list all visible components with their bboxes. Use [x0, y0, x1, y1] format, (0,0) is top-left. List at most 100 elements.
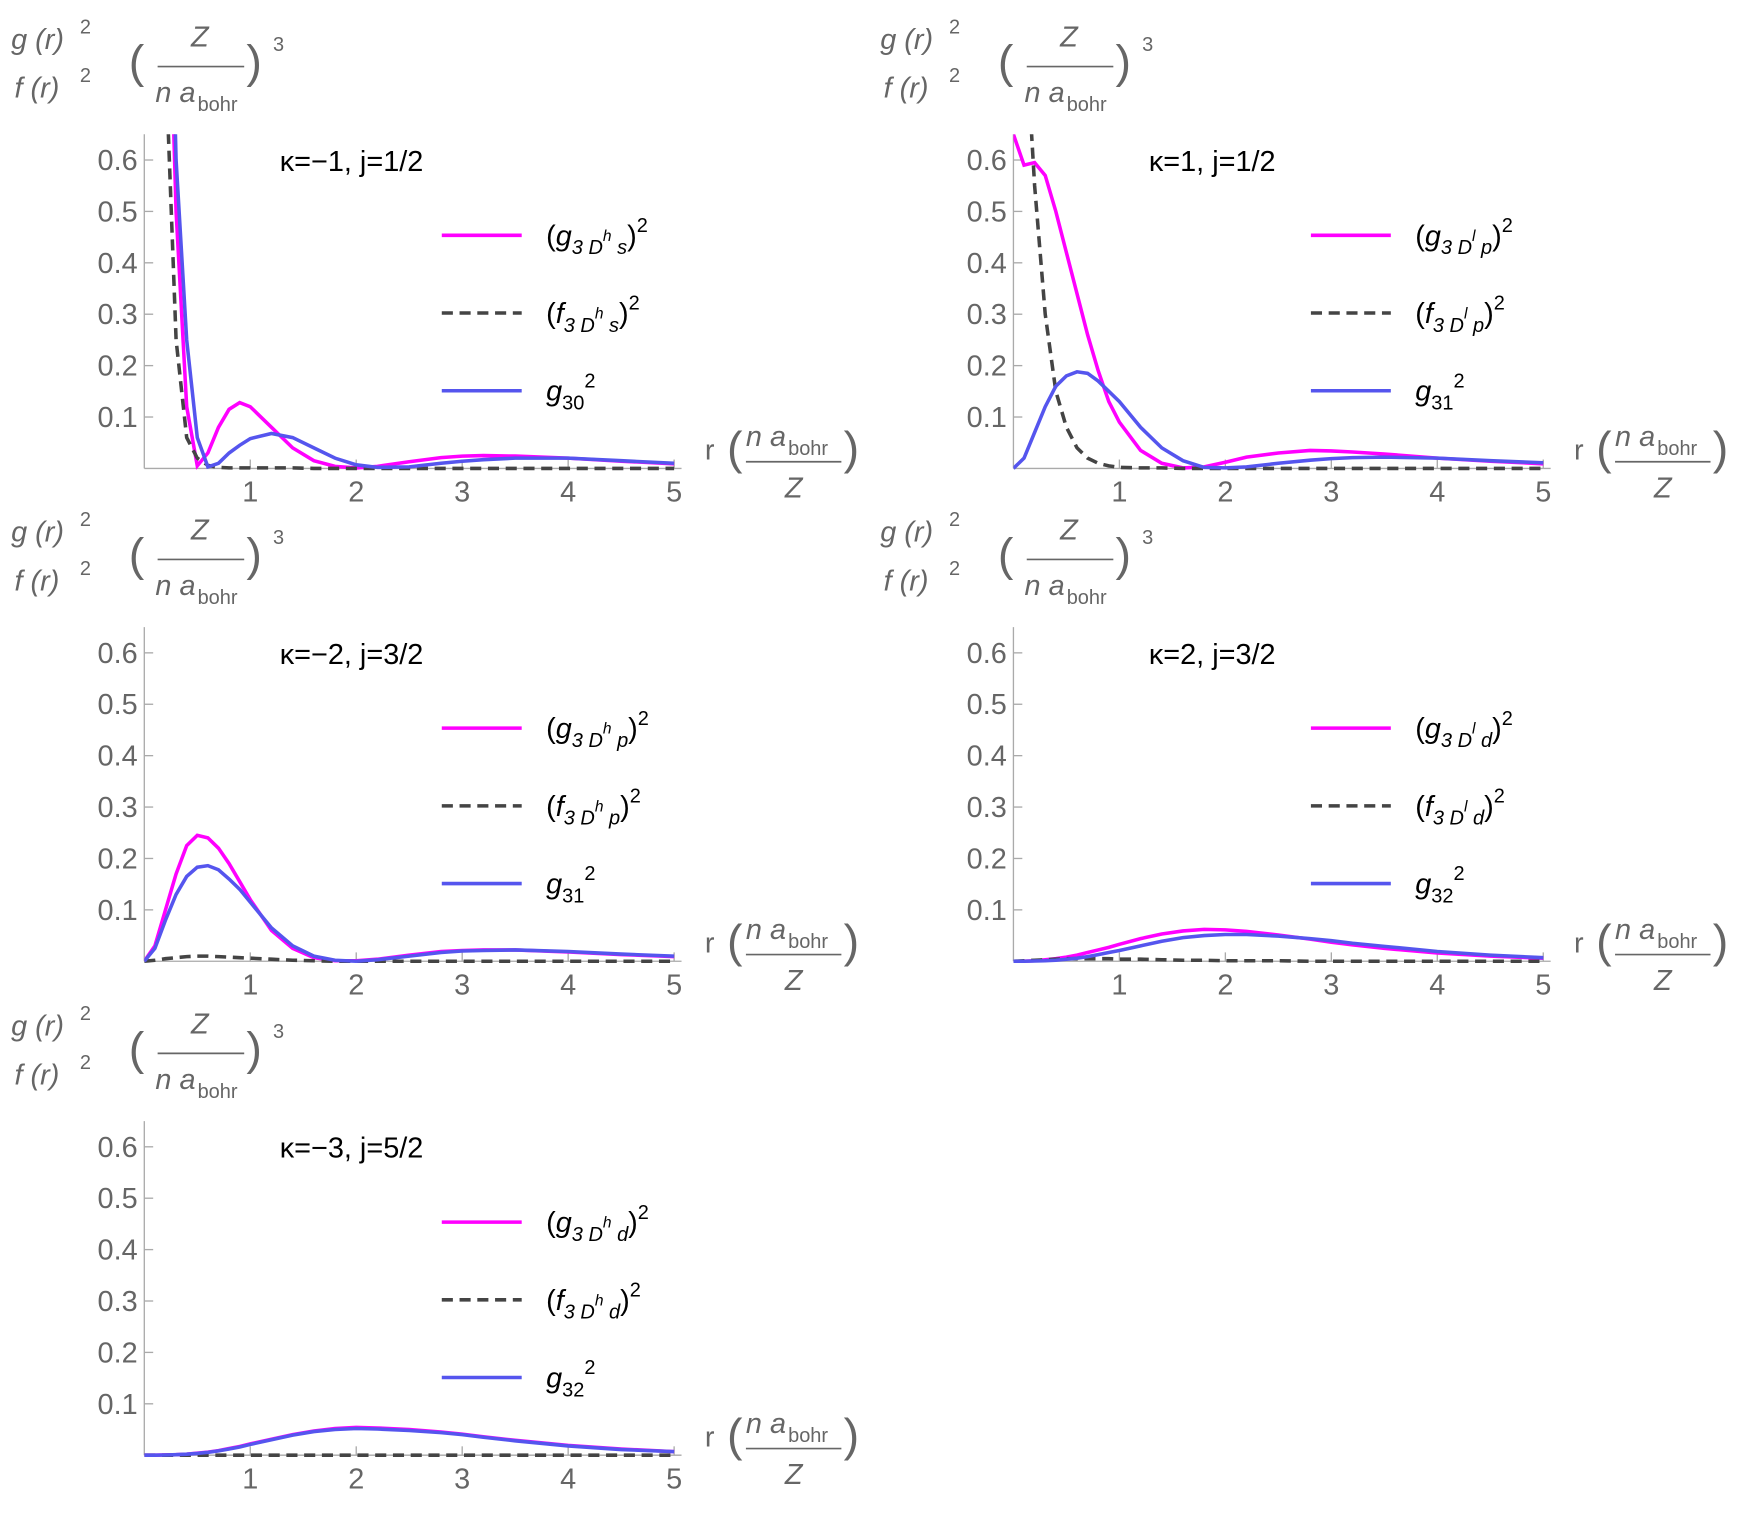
y-tick-label: 0.3	[98, 299, 138, 331]
y-axis-label: g (r)	[11, 1011, 64, 1043]
y-axis-label: 3	[1142, 527, 1153, 549]
legend-label-part: 2	[1494, 293, 1505, 315]
x-axis-label: n a	[1615, 421, 1655, 453]
legend-label-part: g	[546, 1363, 562, 1395]
y-axis-label: bohr	[1067, 587, 1107, 609]
legend-label-part: 30	[562, 393, 584, 415]
legend-label: g312	[546, 863, 595, 907]
x-axis-label: r	[705, 927, 715, 959]
legend-label-part: s	[612, 237, 628, 259]
legend-label-part: 31	[562, 885, 584, 907]
y-axis-label: f (r)	[884, 566, 929, 598]
x-tick-label: 2	[1217, 970, 1233, 1002]
y-axis-label: )	[246, 1022, 262, 1074]
legend-label: (f3 Dl d)2	[1415, 786, 1505, 830]
series-line	[1013, 134, 1544, 470]
y-axis-label: n a	[1025, 77, 1065, 109]
x-axis-label: (	[727, 915, 743, 967]
x-axis-label: (	[1596, 915, 1612, 967]
legend-label-part: d	[603, 1302, 621, 1324]
legend-label-part: (	[546, 1207, 556, 1239]
x-axis-label: (	[727, 1409, 743, 1461]
legend-label-part: (	[546, 298, 556, 330]
legend-label-part: 2	[629, 293, 640, 315]
legend-label-part: h	[603, 1215, 612, 1232]
x-tick-label: 4	[560, 1464, 576, 1496]
legend-label-part: )	[620, 791, 630, 823]
x-axis-label: Z	[784, 1459, 804, 1491]
y-axis-label: (	[129, 529, 145, 581]
y-axis-label: (	[998, 36, 1014, 88]
legend-label-part: )	[1484, 791, 1494, 823]
figure-body: 1 2 3 4 50.10.20.30.40.50.6g (r) 2f (r) 2(Zn a…	[11, 16, 1728, 1496]
y-axis-label: (	[129, 1022, 145, 1074]
legend-label-part: 3 D	[572, 1224, 603, 1246]
series-line	[166, 134, 675, 471]
legend-label-part: h	[603, 228, 612, 245]
legend-label-part: g	[1415, 376, 1431, 408]
legend-label: (f3 Dh d)2	[546, 1279, 641, 1323]
y-tick-label: 0.2	[98, 351, 138, 383]
x-axis-label: r	[1574, 927, 1584, 959]
y-axis-label: Z	[190, 514, 210, 546]
legend-label-part: s	[603, 315, 619, 337]
x-axis-label: n a	[746, 1408, 786, 1440]
legend-label-part: 2	[1454, 863, 1465, 885]
y-axis-label: g (r)	[11, 24, 64, 56]
x-axis-label: (	[727, 422, 743, 474]
x-axis-label: n a	[1615, 914, 1655, 946]
legend-label-part: 3 D	[564, 1302, 595, 1324]
legend-label-part: h	[595, 306, 604, 323]
legend-label-part: g	[556, 220, 572, 252]
legend-label-part: 32	[562, 1379, 584, 1401]
legend-label: (f3 Dh s)2	[546, 293, 640, 337]
legend-label-part: (	[546, 713, 556, 745]
y-axis-label: )	[246, 529, 262, 581]
legend-label-part: )	[628, 1207, 638, 1239]
legend-label-part: )	[628, 713, 638, 745]
legend-label: g302	[546, 370, 595, 414]
legend-label-part: (	[1415, 791, 1425, 823]
y-axis-label: n a	[1025, 570, 1065, 602]
x-tick-label: 1	[242, 970, 258, 1002]
legend-label-part: g	[556, 713, 572, 745]
legend-label-part: 2	[1502, 215, 1513, 237]
x-axis-label: r	[1574, 435, 1584, 467]
legend-label-part: 2	[638, 708, 649, 730]
y-axis-label: bohr	[198, 1081, 238, 1103]
legend-label-part: d	[612, 1224, 630, 1246]
x-axis-label: Z	[1653, 965, 1673, 997]
series-line	[144, 863, 675, 964]
legend-label-part: f	[1425, 298, 1436, 330]
legend-label-part: h	[595, 798, 604, 815]
y-tick-label: 0.5	[98, 689, 138, 721]
legend-label-part: d	[1475, 730, 1493, 752]
chart-title: κ=2, j=3/2	[1149, 639, 1276, 671]
y-tick-label: 0.3	[98, 1286, 138, 1318]
x-tick-label: 4	[560, 970, 576, 1002]
y-axis-label: 2	[80, 1052, 91, 1074]
series-line	[1013, 932, 1544, 964]
y-tick-label: 0.5	[967, 196, 1007, 228]
y-axis-label: 2	[949, 509, 960, 531]
y-axis-label: n a	[155, 1064, 195, 1096]
y-tick-label: 0.4	[98, 741, 138, 773]
legend-label-part: 3 D	[1433, 315, 1464, 337]
legend-label-part: )	[620, 1285, 630, 1317]
x-tick-label: 3	[454, 1464, 470, 1496]
y-tick-label: 0.1	[98, 402, 138, 434]
chart: 1 2 3 4 50.10.20.30.40.50.6g (r) 2f (r) 2(Zn a…	[880, 16, 1728, 509]
legend-label-part: g	[546, 376, 562, 408]
y-axis-label: n a	[155, 570, 195, 602]
legend-label: (g3 Dh s)2	[546, 215, 648, 259]
x-tick-label: 1	[1111, 477, 1127, 509]
y-axis-label: 2	[80, 16, 91, 38]
legend-label-part: p	[603, 808, 620, 830]
legend-label-part: (	[546, 1285, 556, 1317]
x-tick-label: 5	[666, 477, 682, 509]
y-axis-label: f (r)	[14, 566, 59, 598]
legend-label: g312	[1415, 370, 1464, 414]
legend-label-part: )	[1484, 298, 1494, 330]
legend-label-part: 31	[1431, 393, 1453, 415]
